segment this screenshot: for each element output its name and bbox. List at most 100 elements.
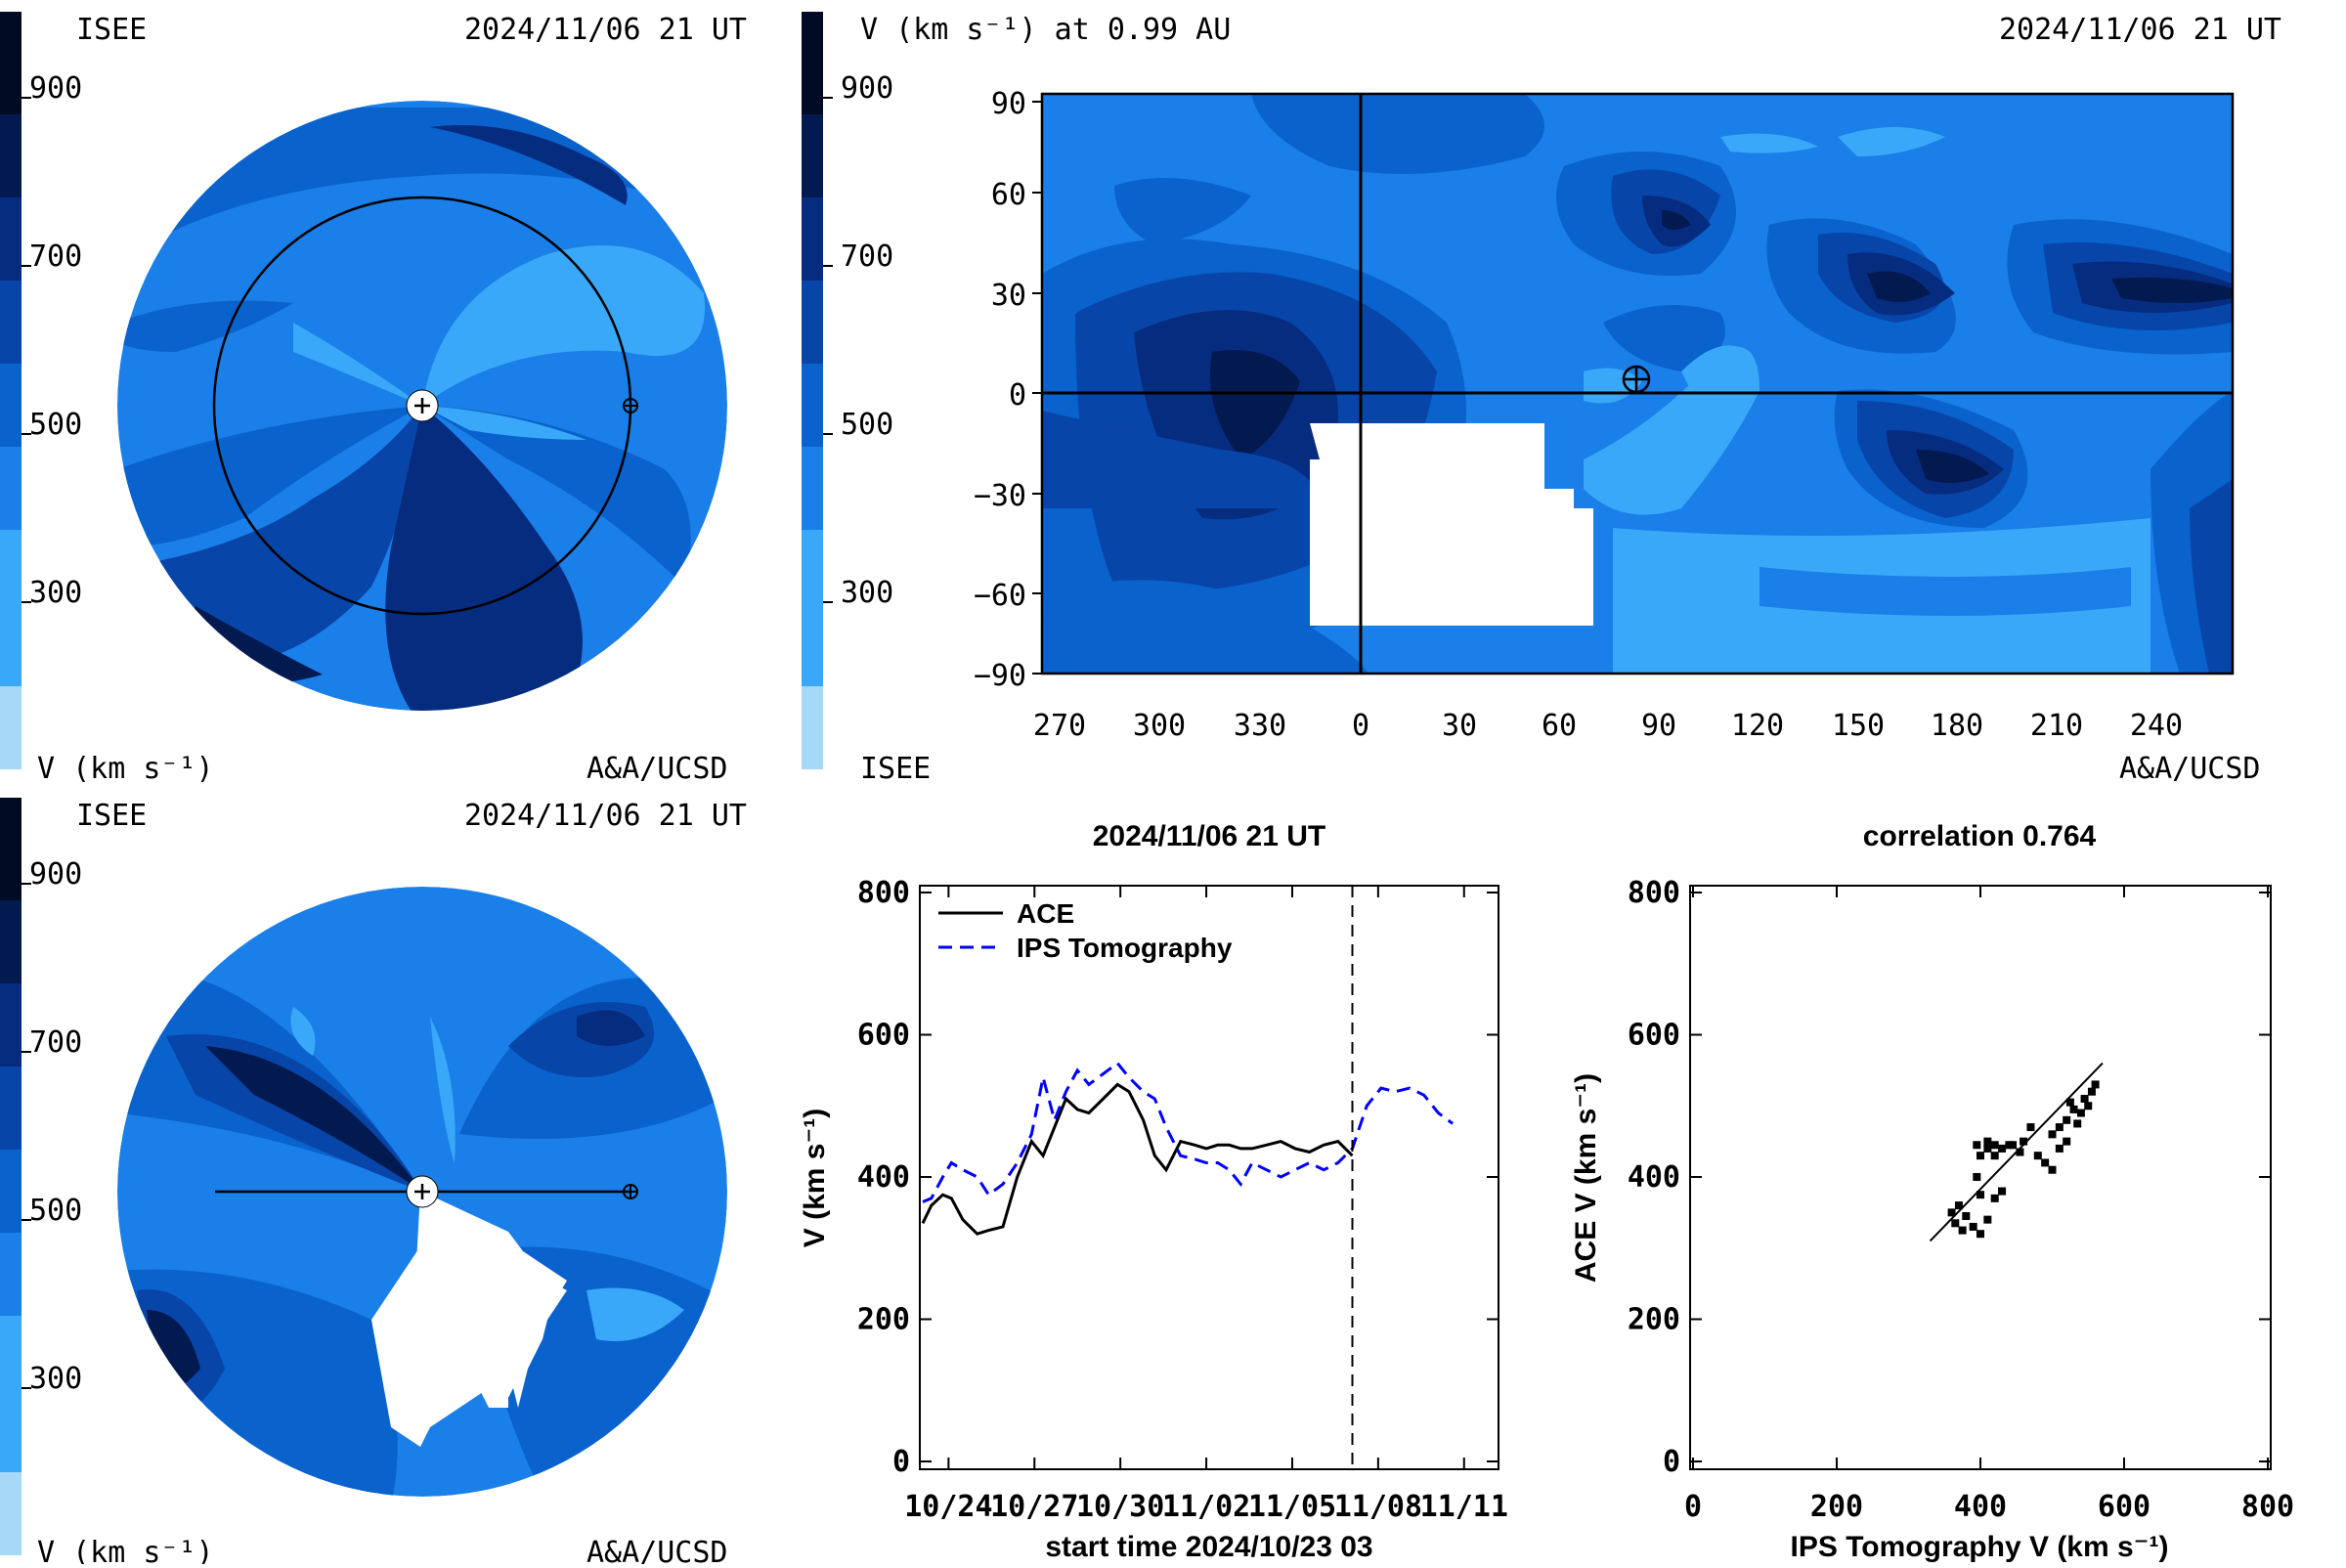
map-frame: [1040, 92, 2235, 675]
scatter-point: [2091, 1080, 2100, 1089]
scatter-point: [1998, 1144, 2007, 1153]
scatter-point: [2076, 1109, 2085, 1117]
legend: ACE IPS Tomography: [938, 898, 1233, 963]
legend-label-ace: ACE: [1017, 898, 1074, 929]
scatter-point: [1947, 1208, 1956, 1217]
map-title: V (km s⁻¹) at 0.99 AU: [860, 13, 1231, 47]
scatter-point: [2041, 1158, 2050, 1167]
scatter-point: [2055, 1123, 2064, 1132]
scatter-point: [1954, 1201, 1963, 1210]
scatter-point: [1990, 1152, 1999, 1160]
ace-series-line: [921, 1082, 1354, 1236]
colorbar-bottom-left: 900 700 500 300: [0, 798, 82, 1555]
fit-line: [1929, 1062, 2104, 1242]
x-tick-label: 11/11: [1420, 1490, 1508, 1524]
sun-symbol: [406, 1175, 439, 1208]
colorbar-top-right: 900 700 500 300: [802, 12, 893, 769]
x-tick-label: 210: [2030, 709, 2083, 743]
y-axis-label: V (km s⁻¹): [799, 1109, 831, 1248]
earth-symbol: [1622, 365, 1651, 394]
x-tick-label: 120: [1731, 709, 1784, 743]
cb-tick-500: 500: [29, 408, 82, 442]
scatter-point: [1977, 1152, 1984, 1160]
map-y-axis: 90 60 30 0 −30 −60 −90: [974, 87, 1042, 693]
scatter-point: [1990, 1141, 1999, 1150]
y-tick-label: 800: [1628, 876, 1680, 910]
cb-tick-300: 300: [841, 576, 893, 610]
scatter-point: [1998, 1187, 2007, 1196]
x-tick-label: 0: [1352, 709, 1369, 743]
y-tick-label: 800: [857, 876, 910, 910]
x-tick-label: 270: [1033, 709, 1086, 743]
y-axis-label: ACE V (km s⁻¹): [1570, 1073, 1602, 1283]
map-x-axis: 270 300 330 0 30 60 90 120 150 180 210 2…: [1033, 709, 2183, 743]
scatter-point: [1983, 1215, 1992, 1224]
cb-tick-700: 700: [29, 1025, 82, 1060]
org-label: ISEE: [860, 752, 931, 786]
x-tick-label: 600: [2098, 1490, 2150, 1524]
y-ticks: 0 200 400 600 800: [1628, 876, 2271, 1479]
y-tick-label: 90: [991, 87, 1026, 121]
scatter-point: [2016, 1148, 2024, 1156]
x-tick-label: 150: [1832, 709, 1885, 743]
x-tick-label: 10/24: [904, 1490, 992, 1524]
unit-label: V (km s⁻¹): [37, 1536, 214, 1564]
y-tick-label: −60: [974, 579, 1026, 613]
y-tick-label: 0: [1009, 378, 1026, 413]
scatter-point: [1951, 1219, 1960, 1228]
scatter-point: [1983, 1144, 1992, 1153]
credit-label: A&A/UCSD: [586, 752, 728, 786]
x-tick-label: 330: [1234, 709, 1286, 743]
scatter-chart: correlation 0.764 IPS Tomography V (km s…: [1570, 820, 2294, 1563]
plot-frame: [919, 885, 1499, 1470]
credit-label: A&A/UCSD: [2119, 752, 2261, 786]
x-tick-label: 60: [1542, 709, 1577, 743]
scatter-point: [2026, 1123, 2035, 1132]
scatter-point: [2048, 1130, 2057, 1139]
legend-label-ips: IPS Tomography: [1017, 933, 1233, 963]
cb-tick-300: 300: [29, 1362, 82, 1396]
x-tick-label: 0: [1684, 1490, 1702, 1524]
x-tick-label: 10/30: [1076, 1490, 1164, 1524]
y-ticks: 0 200 400 600 800: [857, 876, 1499, 1479]
time-series-chart: 2024/11/06 21 UT start time 2024/10/23 0…: [799, 820, 1508, 1563]
scatter-point: [2065, 1098, 2074, 1107]
org-label: ISEE: [76, 799, 147, 833]
sun-symbol: [406, 389, 439, 422]
y-tick-label: −90: [974, 659, 1026, 693]
scatter-point: [2080, 1094, 2089, 1103]
scatter-point: [1958, 1226, 1967, 1235]
y-tick-label: −30: [974, 479, 1026, 513]
scatter-point: [2084, 1102, 2093, 1111]
x-tick-label: 11/05: [1248, 1490, 1336, 1524]
y-tick-label: 0: [1663, 1445, 1680, 1479]
x-tick-label: 200: [1810, 1490, 1863, 1524]
scatter-point: [1973, 1173, 1981, 1181]
cb-tick-700: 700: [29, 240, 82, 274]
earth-symbol: [623, 1184, 638, 1199]
scatter-point: [2033, 1152, 2042, 1160]
x-ticks: 0 200 400 600 800: [1684, 886, 2294, 1524]
x-tick-label: 90: [1641, 709, 1676, 743]
x-axis-label: start time 2024/10/23 03: [1045, 1531, 1372, 1563]
scatter-point: [1962, 1212, 1971, 1221]
x-tick-label: 400: [1954, 1490, 2007, 1524]
scatter-point: [2069, 1105, 2078, 1113]
synoptic-map: [1042, 94, 2233, 674]
y-tick-label: 200: [857, 1303, 910, 1337]
earth-symbol: [623, 398, 638, 414]
scatter-point: [2009, 1141, 2018, 1150]
scatter-point: [2073, 1119, 2082, 1128]
cb-tick-500: 500: [841, 408, 893, 442]
cb-tick-900: 900: [29, 857, 82, 892]
y-tick-label: 0: [892, 1445, 910, 1479]
x-axis-label: IPS Tomography V (km s⁻¹): [1791, 1531, 2169, 1563]
y-tick-label: 400: [857, 1160, 910, 1195]
y-tick-label: 400: [1628, 1160, 1680, 1195]
scatter-point: [2063, 1137, 2071, 1146]
datetime-label: 2024/11/06 21 UT: [464, 799, 747, 833]
x-tick-label: 800: [2241, 1490, 2294, 1524]
scatter-point: [2048, 1165, 2057, 1174]
